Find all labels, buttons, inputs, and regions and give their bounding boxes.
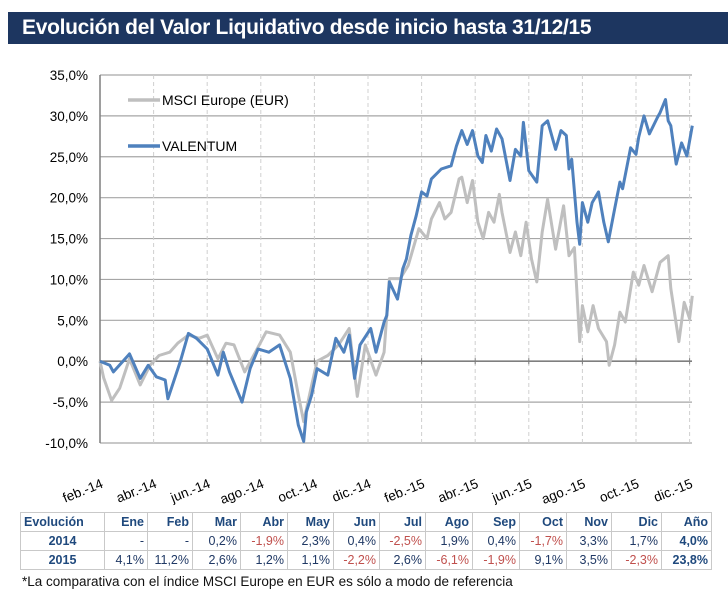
title-bar: Evolución del Valor Liquidativo desde in…: [8, 12, 728, 44]
table-header-cell: Jun: [333, 512, 380, 532]
table-cell: 1,9%: [425, 531, 473, 551]
legend-label: VALENTUM: [162, 138, 237, 154]
legend-label: MSCI Europe (EUR): [162, 92, 289, 108]
table-cell: 11,2%: [147, 550, 193, 570]
table-cell: 1,1%: [287, 550, 334, 570]
y-tick-label: 25,0%: [50, 150, 88, 165]
table-cell: -2,3%: [611, 550, 662, 570]
table-header-cell: Abr: [240, 512, 288, 532]
table-cell: 0,4%: [472, 531, 520, 551]
table-cell: 4,1%: [104, 550, 148, 570]
table-cell: 1,7%: [611, 531, 662, 551]
y-tick-label: -10,0%: [45, 436, 88, 451]
table-cell: -2,5%: [379, 531, 426, 551]
table-cell: -1,9%: [472, 550, 520, 570]
table-header-cell: Ene: [104, 512, 148, 532]
table-cell: 0,4%: [333, 531, 380, 551]
table-row: 2014- -0,2% -1,9% 2,3% 0,4% -2,5% 1,9% 0,4% -1,7…: [20, 531, 712, 551]
table-row: 2015 4,1% 11,2% 2,6% 1,2% 1,1% -2,2% 2,6% -6,1% -…: [20, 550, 712, 570]
table-header-cell: Feb: [147, 512, 193, 532]
y-tick-label: 15,0%: [50, 232, 88, 247]
row-year: 2015: [20, 550, 105, 570]
series-line-msci-europe: [98, 175, 694, 424]
x-tick-label: dic.-15: [652, 476, 695, 505]
series-line-valentum: [99, 98, 694, 443]
y-tick-label: 30,0%: [50, 109, 88, 124]
table-header-cell: May: [287, 512, 334, 532]
x-tick-label: feb.-14: [61, 476, 106, 506]
table-cell: 3,3%: [566, 531, 612, 551]
table-cell: 2,6%: [192, 550, 241, 570]
line-chart: 35,0% 30,0% 25,0% 20,0% 15,0% 10,0% 5,0% 0,0% -5…: [45, 68, 695, 507]
table-cell: -1,9%: [240, 531, 288, 551]
table-header-evolucion: Evolución: [20, 512, 105, 532]
x-tick-label: abr.-15: [436, 476, 481, 506]
table-header-cell: Mar: [192, 512, 241, 532]
table-header-cell: Oct: [519, 512, 567, 532]
table-cell: 3,5%: [566, 550, 612, 570]
x-tick-label: dic.-14: [330, 476, 374, 505]
row-total: 4,0%: [661, 531, 712, 551]
table-header-row: Evolución Ene Feb Mar Abr May Jun Jul Ago Sep Oct N…: [20, 512, 712, 532]
table-header-cell: Año: [661, 512, 712, 532]
table-cell: 1,2%: [240, 550, 288, 570]
table-header-cell: Sep: [472, 512, 520, 532]
table-cell: 0,2%: [192, 531, 241, 551]
table-cell: -1,7%: [519, 531, 567, 551]
table-cell: -6,1%: [425, 550, 473, 570]
row-total: 23,8%: [661, 550, 712, 570]
y-tick-label: 20,0%: [50, 191, 88, 206]
y-tick-label: 35,0%: [50, 68, 88, 83]
footnote: *La comparativa con el índice MSCI Europ…: [22, 574, 513, 589]
table-header-cell: Dic: [611, 512, 662, 532]
y-tick-label: 10,0%: [50, 272, 88, 287]
y-tick-label: 5,0%: [57, 313, 88, 328]
performance-table: Evolución Ene Feb Mar Abr May Jun Jul Ago Sep Oct N…: [20, 512, 712, 570]
page-title: Evolución del Valor Liquidativo desde in…: [22, 16, 592, 39]
y-tick-label: 0,0%: [57, 354, 88, 369]
table-header-cell: Ago: [425, 512, 473, 532]
x-tick-label: ago.-14: [218, 476, 267, 507]
x-tick-label: jun.-15: [489, 476, 534, 506]
table-header-cell: Jul: [379, 512, 426, 532]
table-cell: 2,6%: [379, 550, 426, 570]
x-tick-label: abr.-14: [114, 476, 159, 506]
table-cell: -: [147, 531, 193, 551]
row-year: 2014: [20, 531, 105, 551]
y-tick-label: -5,0%: [53, 395, 88, 410]
x-tick-label: ago.-15: [539, 476, 587, 507]
table-cell: 9,1%: [519, 550, 567, 570]
x-tick-label: oct.-14: [276, 476, 320, 506]
table-cell: 2,3%: [287, 531, 334, 551]
x-tick-label: oct.-15: [597, 476, 641, 505]
x-tick-label: feb.-15: [382, 476, 427, 506]
x-tick-label: jun.-14: [168, 476, 213, 506]
table-cell: -: [104, 531, 148, 551]
table-cell: -2,2%: [333, 550, 380, 570]
table-header-cell: Nov: [566, 512, 612, 532]
